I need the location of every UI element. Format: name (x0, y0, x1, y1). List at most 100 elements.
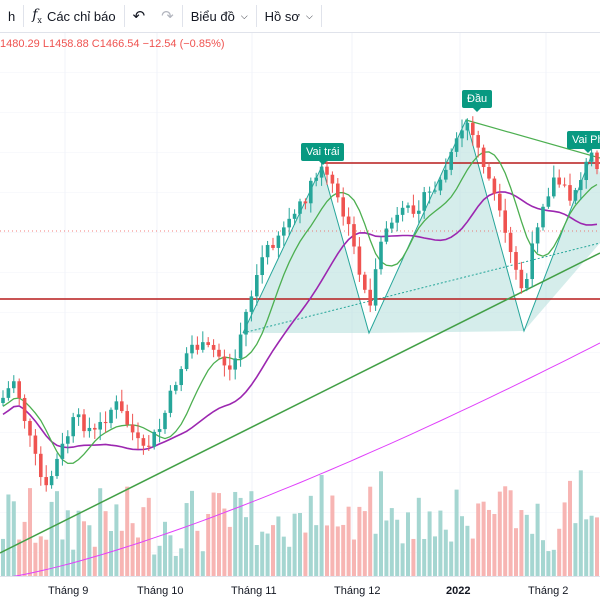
candle-body (476, 135, 480, 148)
volume-bar (530, 533, 535, 576)
candle-body (93, 427, 97, 430)
candle-body (168, 390, 173, 413)
candle-body (265, 244, 270, 258)
candle-body (422, 192, 426, 211)
candle-body (49, 476, 54, 486)
time-axis-label: Tháng 2 (528, 585, 569, 597)
candle-body (244, 311, 248, 335)
candle-body (395, 214, 399, 223)
candle-body (103, 421, 108, 424)
candle-body (271, 244, 275, 248)
volume-bar (119, 530, 124, 576)
volume-bar (28, 488, 32, 576)
volume-bar (368, 486, 373, 576)
candle-body (406, 205, 410, 208)
time-axis-label: Tháng 10 (137, 585, 184, 597)
volume-bar (33, 542, 38, 576)
candle-body (238, 334, 243, 359)
candle-body (379, 241, 383, 270)
candle-body (373, 269, 378, 306)
price-chart[interactable] (0, 33, 600, 576)
volume-bar (481, 501, 486, 576)
candle-body (152, 431, 156, 447)
volume-bar (65, 510, 70, 576)
indicators-label: Các chỉ báo (46, 8, 116, 24)
candle-body (6, 388, 11, 398)
close-label: C (91, 38, 100, 50)
volume-bar (152, 554, 157, 576)
time-axis[interactable]: Tháng 9 Tháng 10 Tháng 11 Tháng 12 2022 … (0, 576, 600, 601)
close-value: 1466.54 (99, 38, 140, 50)
volume-bar (44, 539, 49, 576)
volume-bar (195, 530, 200, 576)
candle-body (530, 243, 534, 280)
candle-body (584, 161, 588, 181)
chart-type-button[interactable]: Biểu đồ ⌵ (183, 0, 256, 32)
right-shoulder-label: Vai Ph (572, 134, 600, 146)
candle-body (287, 218, 291, 228)
candle-body (573, 190, 578, 201)
volume-bar (98, 488, 103, 576)
toolbar-partial-button[interactable]: h (0, 0, 23, 32)
volume-bar (595, 517, 599, 576)
volume-bar (557, 528, 562, 576)
candle-body (449, 151, 453, 170)
candle-body (157, 429, 162, 432)
volume-bars (1, 470, 599, 576)
short-moving-average (2, 151, 598, 465)
head-tag[interactable]: Đầu (462, 90, 493, 112)
candle-body (39, 453, 43, 478)
volume-bar (535, 503, 540, 576)
candle-body (535, 227, 540, 244)
candle-body (66, 436, 70, 444)
candle-body (228, 365, 232, 370)
volume-bar (173, 555, 178, 576)
candle-body (82, 414, 86, 432)
candle-body (190, 344, 194, 354)
candle-body (487, 166, 491, 179)
chart-type-label: Biểu đồ (190, 8, 235, 24)
volume-bar (1, 538, 5, 576)
volume-bar (184, 503, 189, 576)
volume-bar (438, 510, 443, 576)
indicators-button[interactable]: fx Các chỉ báo (24, 0, 123, 32)
candle-body (341, 197, 345, 217)
volume-bar (190, 490, 194, 576)
candle-body (76, 414, 81, 418)
mid-moving-average (2, 191, 598, 451)
candle-body (136, 432, 140, 439)
volume-bar (433, 536, 437, 576)
undo-icon[interactable]: ↶ (132, 8, 146, 25)
volume-bar (406, 512, 410, 576)
volume-bar (449, 541, 454, 576)
top-toolbar: h fx Các chỉ báo ↶ ↷ Biểu đồ ⌵ Hồ sơ ⌵ (0, 0, 600, 33)
volume-bar (465, 525, 470, 576)
volume-bar (357, 506, 362, 576)
profile-button[interactable]: Hồ sơ ⌵ (257, 0, 321, 32)
candle-body (206, 342, 210, 345)
candle-body (60, 443, 65, 459)
low-label: L (42, 38, 49, 50)
left-shoulder-tag[interactable]: Vai trái (301, 143, 345, 165)
left-shoulder-label: Vai trái (306, 146, 340, 158)
volume-bar (254, 544, 259, 576)
volume-bar (497, 491, 502, 576)
volume-bar (168, 535, 173, 576)
profile-label: Hồ sơ (264, 8, 300, 24)
candle-body (438, 179, 443, 191)
head-pattern (369, 120, 524, 333)
volume-bar (49, 501, 54, 576)
volume-bar (503, 486, 508, 576)
volume-bar (308, 495, 313, 576)
right-shoulder-tag[interactable]: Vai Ph (567, 131, 600, 153)
candle-body (454, 138, 459, 152)
volume-bar (281, 536, 286, 576)
volume-bar (163, 521, 167, 576)
candle-body (552, 177, 556, 197)
redo-icon[interactable]: ↷ (161, 8, 174, 25)
candle-body (174, 385, 178, 391)
volume-bar (443, 529, 448, 576)
candle-body (325, 166, 329, 175)
candle-body (319, 166, 324, 178)
candle-body (109, 409, 113, 424)
